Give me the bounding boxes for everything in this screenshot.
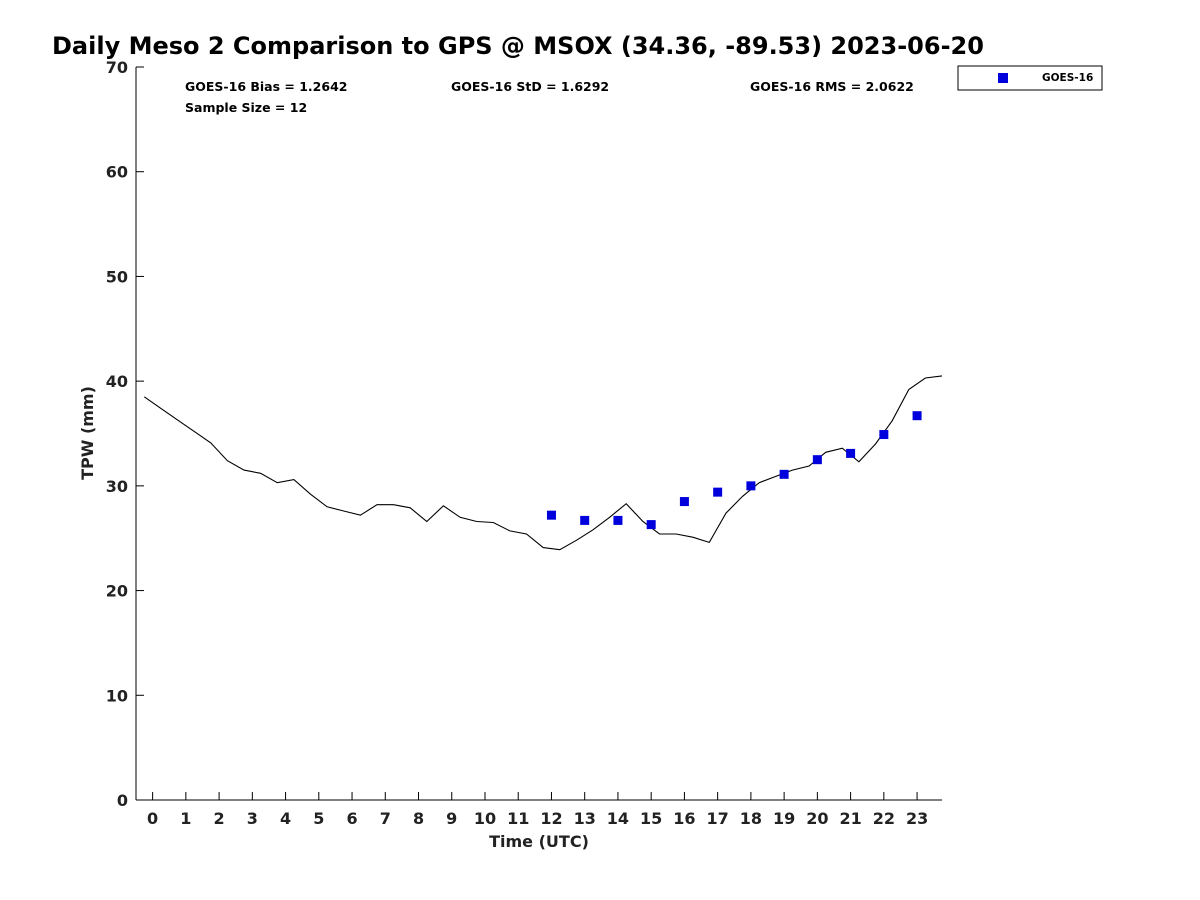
x-tick-label: 11 xyxy=(507,809,529,828)
goes16-point xyxy=(779,469,789,479)
y-tick-label: 20 xyxy=(106,582,128,601)
x-tick-label: 9 xyxy=(446,809,457,828)
y-tick-label: 50 xyxy=(106,267,128,286)
x-tick-label: 18 xyxy=(740,809,762,828)
x-axis-label: Time (UTC) xyxy=(489,832,589,851)
y-ticks: 0 10 20 30 40 50 60 70 xyxy=(106,58,144,810)
x-tick-label: 12 xyxy=(540,809,562,828)
x-tick-label: 19 xyxy=(773,809,795,828)
x-tick-label: 10 xyxy=(474,809,496,828)
x-tick-label: 15 xyxy=(640,809,662,828)
stat-bias: GOES-16 Bias = 1.2642 xyxy=(185,79,347,94)
y-tick-label: 60 xyxy=(106,163,128,182)
y-axis-label: TPW (mm) xyxy=(78,386,97,480)
y-tick-label: 30 xyxy=(106,477,128,496)
goes16-point xyxy=(879,430,889,440)
y-tick-label: 40 xyxy=(106,372,128,391)
y-tick-label: 0 xyxy=(117,791,128,810)
goes16-point-layer xyxy=(546,411,922,530)
legend-box xyxy=(957,65,1103,91)
goes16-point xyxy=(746,481,756,491)
goes16-point xyxy=(646,520,656,530)
x-tick-label: 17 xyxy=(707,809,729,828)
x-tick-label: 5 xyxy=(313,809,324,828)
x-tick-label: 16 xyxy=(673,809,695,828)
x-tick-label: 3 xyxy=(247,809,258,828)
x-tick-label: 21 xyxy=(839,809,861,828)
goes16-point xyxy=(580,515,590,525)
goes16-point xyxy=(912,411,922,421)
legend-label-goes16: GOES-16 xyxy=(1042,72,1093,84)
y-tick-label: 10 xyxy=(106,686,128,705)
goes16-point xyxy=(846,448,856,458)
x-tick-label: 23 xyxy=(906,809,928,828)
legend-marker-goes16 xyxy=(998,73,1008,83)
x-tick-label: 7 xyxy=(380,809,391,828)
x-tick-label: 0 xyxy=(147,809,158,828)
x-tick-label: 20 xyxy=(806,809,828,828)
x-tick-label: 6 xyxy=(346,809,357,828)
goes16-point xyxy=(546,510,556,520)
x-tick-label: 8 xyxy=(413,809,424,828)
goes16-point xyxy=(613,515,623,525)
stat-sample-size: Sample Size = 12 xyxy=(185,100,307,115)
chart-title: Daily Meso 2 Comparison to GPS @ MSOX (3… xyxy=(52,32,984,60)
x-ticks: 0 1 2 3 4 5 6 7 8 9 10 11 12 13 14 15 16 17 18 19 20 21 22 23 xyxy=(147,792,928,828)
x-tick-label: 4 xyxy=(280,809,291,828)
legend: GOES-16 xyxy=(957,65,1103,91)
x-tick-label: 22 xyxy=(873,809,895,828)
goes16-point xyxy=(812,455,822,465)
stat-rms: GOES-16 RMS = 2.0622 xyxy=(750,79,914,94)
x-tick-label: 14 xyxy=(607,809,629,828)
x-tick-label: 13 xyxy=(574,809,596,828)
goes16-point xyxy=(679,497,689,507)
stat-std: GOES-16 StD = 1.6292 xyxy=(451,79,609,94)
gps-tpw-line xyxy=(143,375,943,551)
gps-line-layer xyxy=(143,375,943,551)
x-tick-label: 1 xyxy=(180,809,191,828)
goes16-point xyxy=(713,487,723,497)
y-tick-label: 70 xyxy=(106,58,128,77)
x-tick-label: 2 xyxy=(214,809,225,828)
